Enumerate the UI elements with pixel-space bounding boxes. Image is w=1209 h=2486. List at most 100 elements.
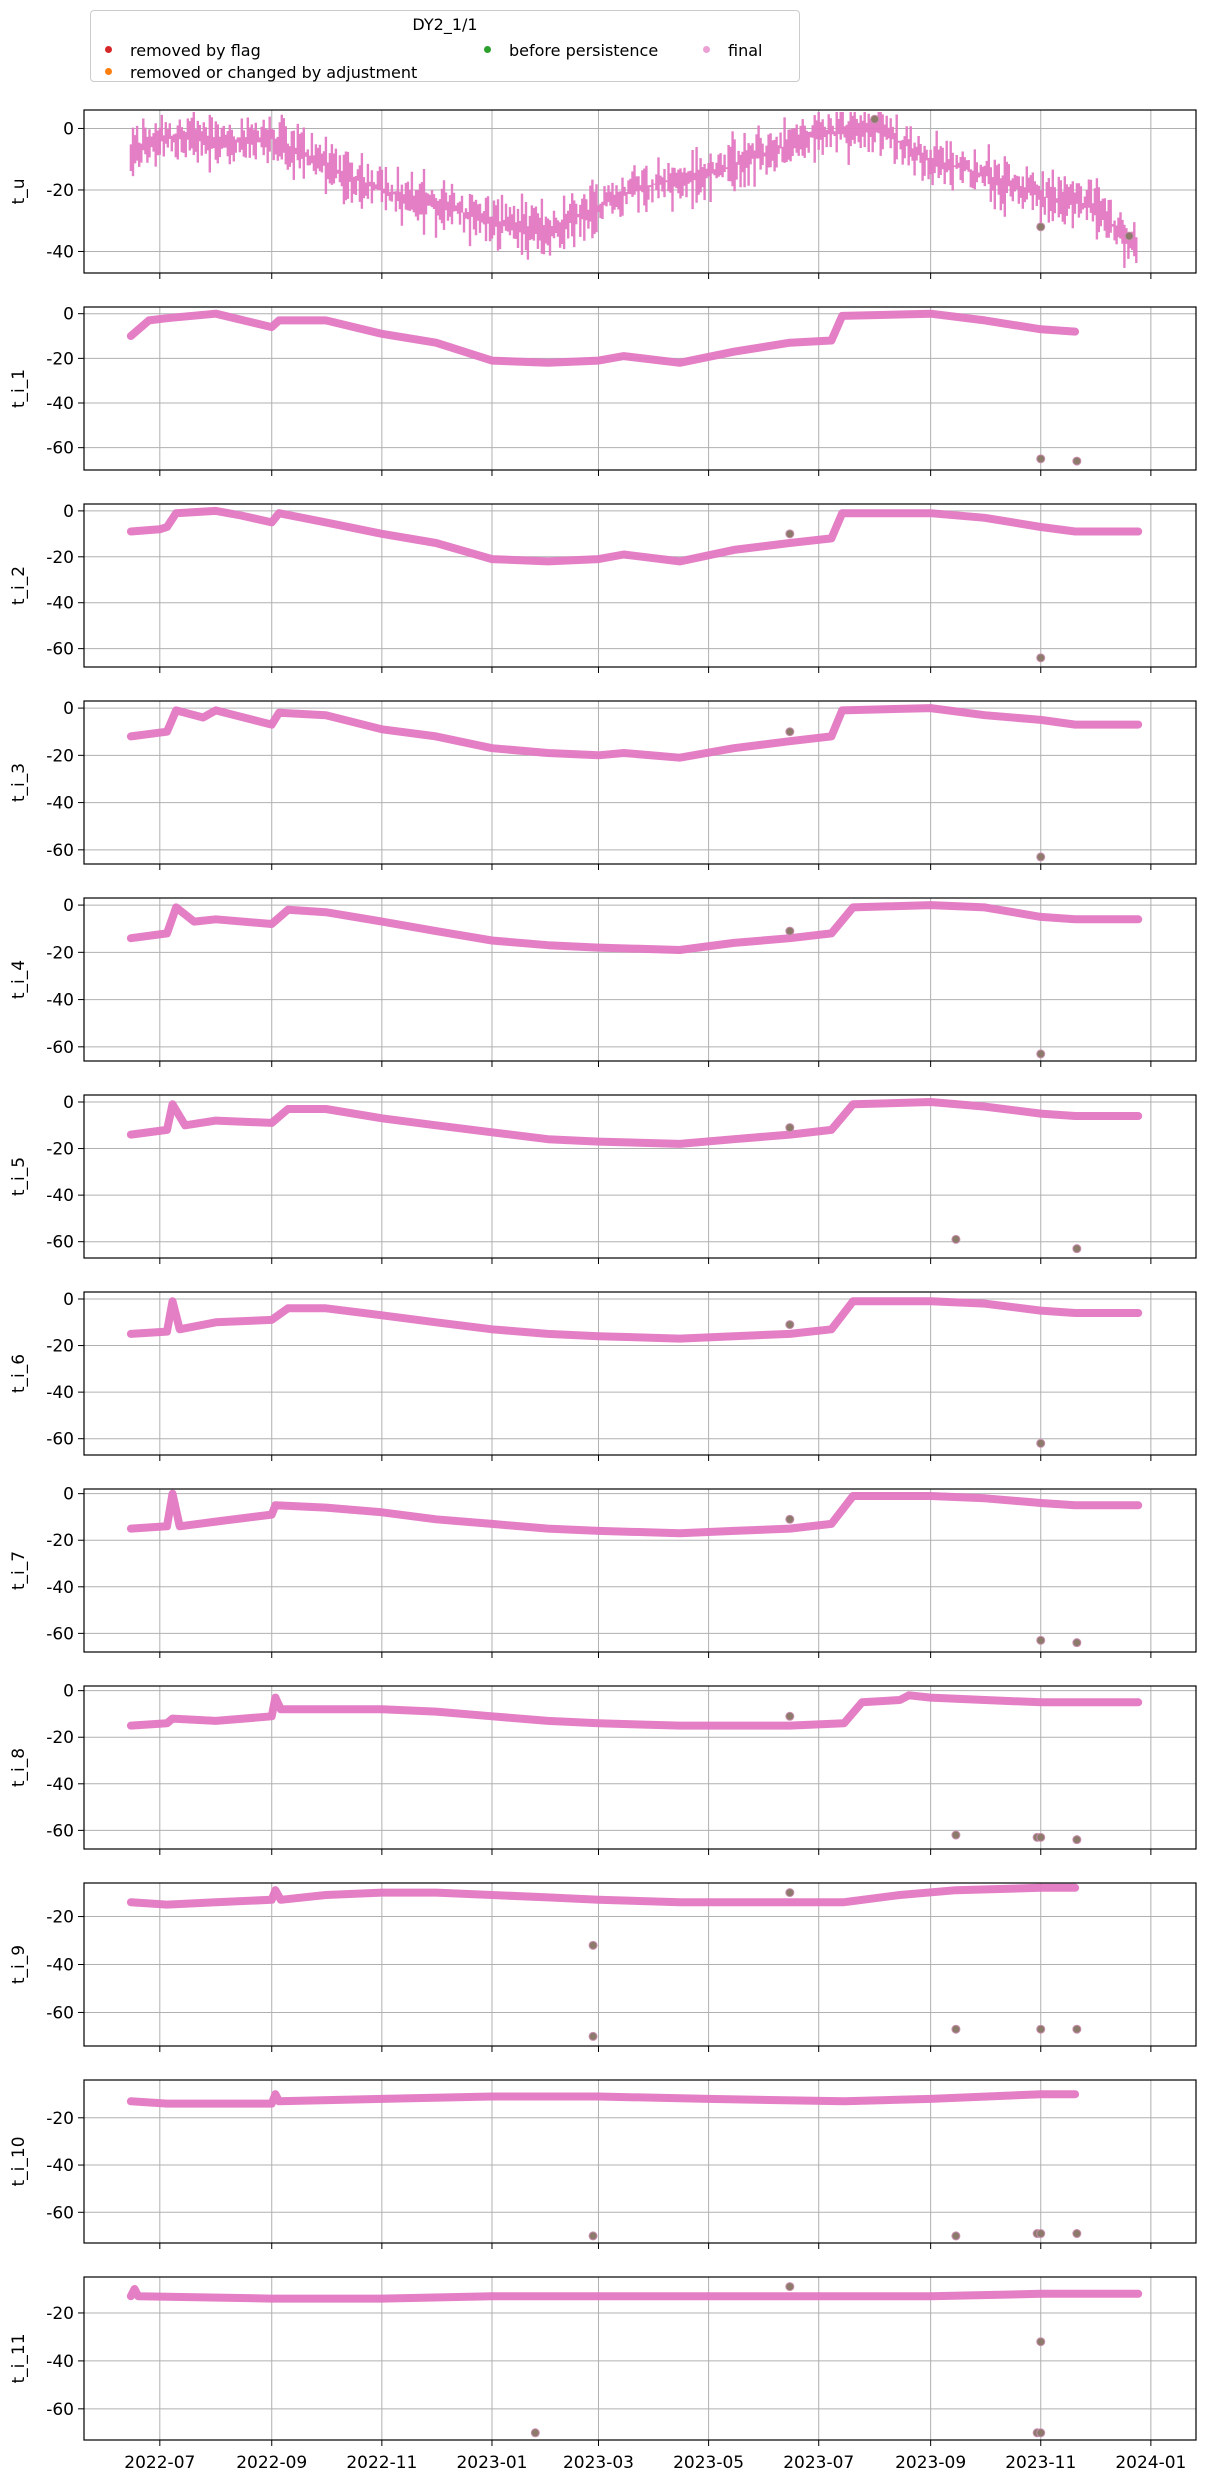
y-tick-label: -20 — [46, 181, 74, 201]
series-final-t-i-7 — [126, 1489, 1143, 1538]
y-tick-label: -40 — [46, 991, 74, 1011]
legend-title: DY2_1/1 — [412, 15, 478, 34]
y-tick-label: -20 — [46, 2304, 74, 2324]
x-tick-label: 2023-03 — [563, 2453, 634, 2473]
y-tick-label: -60 — [46, 1624, 74, 1644]
y-tick-label: -20 — [46, 1531, 74, 1551]
x-tick-label: 2022-11 — [346, 2453, 417, 2473]
x-tick-label: 2022-09 — [236, 2453, 307, 2473]
y-tick-label: -20 — [46, 1140, 74, 1160]
y-axis-label: t_i_7 — [9, 1551, 29, 1590]
y-tick-label: -20 — [46, 746, 74, 766]
outlier-point — [1072, 2024, 1082, 2034]
y-axis-label: t_i_2 — [9, 566, 29, 605]
y-tick-label: -60 — [46, 640, 74, 660]
y-tick-label: -40 — [46, 1383, 74, 1403]
x-tick-label: 2024-01 — [1115, 2453, 1186, 2473]
legend-marker — [105, 46, 112, 53]
y-tick-label: 0 — [63, 1485, 74, 1505]
axes-frame — [83, 1291, 1197, 1456]
panel-t-i-2: 0 -20 -40 -60 t_i_2 — [9, 502, 1197, 673]
legend: DY2_1/1 removed by flag removed or chang… — [90, 10, 800, 82]
y-tick-label: -60 — [46, 1038, 74, 1058]
y-tick-label: -40 — [46, 2156, 74, 2176]
y-tick-label: -60 — [46, 1233, 74, 1253]
legend-entry-before-persistence: before persistence — [484, 41, 658, 60]
outlier-point — [785, 926, 795, 936]
outlier-point — [1036, 653, 1046, 663]
axes-frame — [83, 897, 1197, 1062]
outlier-point — [1036, 1832, 1046, 1842]
axes-frame — [83, 2276, 1197, 2441]
x-tick-label: 2023-05 — [673, 2453, 744, 2473]
y-tick-label: 0 — [63, 699, 74, 719]
y-tick-label: -20 — [46, 349, 74, 369]
outlier-point — [588, 1940, 598, 1950]
legend-entry-removed-or-changed: removed or changed by adjustment — [105, 63, 417, 82]
axes-frame — [83, 700, 1197, 865]
x-tick-label: 2023-01 — [456, 2453, 527, 2473]
outlier-point — [951, 2231, 961, 2241]
outlier-point — [1036, 2024, 1046, 2034]
series-final-t-i-3 — [126, 704, 1143, 762]
legend-entry-removed-by-flag: removed by flag — [105, 41, 261, 60]
y-tick-label: -60 — [46, 1821, 74, 1841]
y-axis-label: t_i_5 — [9, 1157, 29, 1196]
y-tick-label: -60 — [46, 2003, 74, 2023]
outlier-point — [951, 1830, 961, 1840]
axes-frame — [83, 1685, 1197, 1850]
outlier-point — [1036, 2428, 1046, 2438]
y-tick-label: 0 — [63, 1093, 74, 1113]
axes-frame — [83, 503, 1197, 668]
outlier-point — [588, 2031, 598, 2041]
series-final-t-i-6 — [126, 1297, 1143, 1343]
y-tick-label: 0 — [63, 1290, 74, 1310]
axes-frame — [83, 2079, 1197, 2244]
series-final-t-i-8 — [126, 1691, 1143, 1730]
outlier-point — [1036, 454, 1046, 464]
y-tick-label: -40 — [46, 594, 74, 614]
panel-t-u: 0 -20 -40 t_u — [9, 109, 1197, 279]
outlier-point — [785, 2282, 795, 2292]
y-tick-label: -20 — [46, 1908, 74, 1928]
y-tick-label: -20 — [46, 943, 74, 963]
y-tick-label: -20 — [46, 548, 74, 568]
outlier-point — [1072, 456, 1082, 466]
legend-label: before persistence — [509, 41, 659, 60]
panel-t-i-5: 0 -20 -40 -60 t_i_5 — [9, 1093, 1197, 1264]
y-tick-label: -40 — [46, 2352, 74, 2372]
outlier-point — [785, 1711, 795, 1721]
x-tick-label: 2023-07 — [783, 2453, 854, 2473]
panel-t-i-4: 0 -20 -40 -60 t_i_4 — [9, 896, 1197, 1067]
outlier-point — [1072, 1244, 1082, 1254]
y-tick-label: -60 — [46, 2203, 74, 2223]
y-axis-label: t_i_3 — [9, 763, 29, 802]
y-axis-label: t_u — [9, 179, 29, 205]
legend-label: removed by flag — [130, 41, 261, 60]
legend-marker — [105, 68, 112, 75]
series-final-t-i-5 — [126, 1098, 1143, 1148]
outlier-point — [785, 727, 795, 737]
y-tick-label: -40 — [46, 394, 74, 414]
y-axis-label: t_i_8 — [9, 1748, 29, 1787]
outlier-point — [951, 1234, 961, 1244]
outlier-point — [1072, 2229, 1082, 2239]
outlier-point — [1072, 1835, 1082, 1845]
outlier-point — [785, 1514, 795, 1524]
y-tick-label: -40 — [46, 1956, 74, 1976]
y-tick-label: -40 — [46, 242, 74, 262]
y-axis-label: t_i_10 — [9, 2136, 29, 2186]
axes-frame — [83, 1094, 1197, 1259]
panel-t-i-9: -20 -40 -60 t_i_9 — [9, 1882, 1197, 2052]
y-tick-label: -20 — [46, 1337, 74, 1357]
y-tick-label: -40 — [46, 794, 74, 814]
y-tick-label: -60 — [46, 1430, 74, 1450]
series-final-t-i-2 — [126, 506, 1143, 566]
outlier-point — [530, 2428, 540, 2438]
outlier-point — [785, 529, 795, 539]
panel-t-i-8: 0 -20 -40 -60 t_i_8 — [9, 1682, 1197, 1855]
y-axis-label: t_i_1 — [9, 369, 29, 408]
outlier-point — [1036, 852, 1046, 862]
